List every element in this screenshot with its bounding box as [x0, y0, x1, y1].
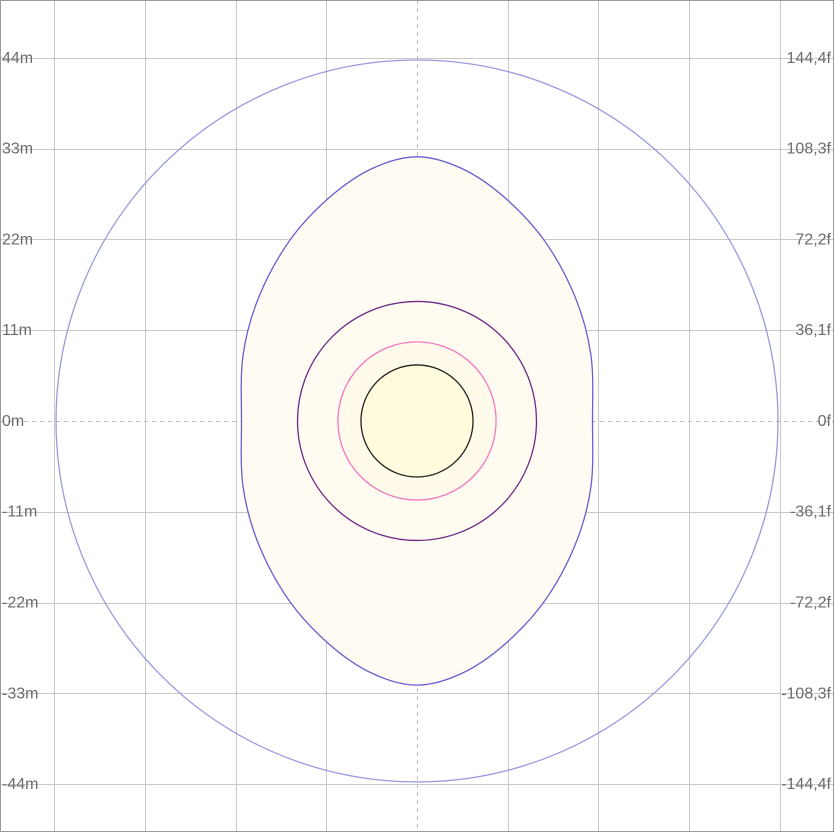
- right-tick-labels: 180,4f144,4f108,3f72,2f36,1f0f-36,1f-72,…: [781, 50, 832, 793]
- contour-lines: [55, 59, 779, 783]
- left-tick-label: 0m: [2, 413, 24, 430]
- right-tick-label: 36,1f: [795, 322, 831, 339]
- left-tick-label: -22m: [2, 595, 38, 612]
- left-tick-label: 22m: [2, 231, 33, 248]
- left-tick-labels: 55m44m33m22m11m0m-11m-22m-33m-44m: [2, 50, 38, 793]
- right-tick-label: -36,1f: [790, 504, 831, 521]
- contour-circle-4: [360, 364, 474, 478]
- right-tick-label: -72,2f: [790, 595, 831, 612]
- left-tick-label: 11m: [2, 322, 32, 339]
- right-tick-label: 108,3f: [787, 141, 832, 158]
- right-tick-label: -144,4f: [781, 776, 831, 793]
- contour-circle-0: [55, 59, 779, 783]
- right-tick-label: 144,4f: [787, 50, 832, 67]
- left-tick-label: -33m: [2, 685, 38, 702]
- left-tick-label: 33m: [2, 141, 33, 158]
- right-tick-label: 72,2f: [795, 231, 831, 248]
- right-tick-label: 0f: [818, 413, 832, 430]
- left-tick-label: 44m: [2, 50, 33, 67]
- left-tick-label: -11m: [2, 504, 37, 521]
- right-tick-label: -108,3f: [781, 685, 831, 702]
- left-tick-label: -44m: [2, 776, 38, 793]
